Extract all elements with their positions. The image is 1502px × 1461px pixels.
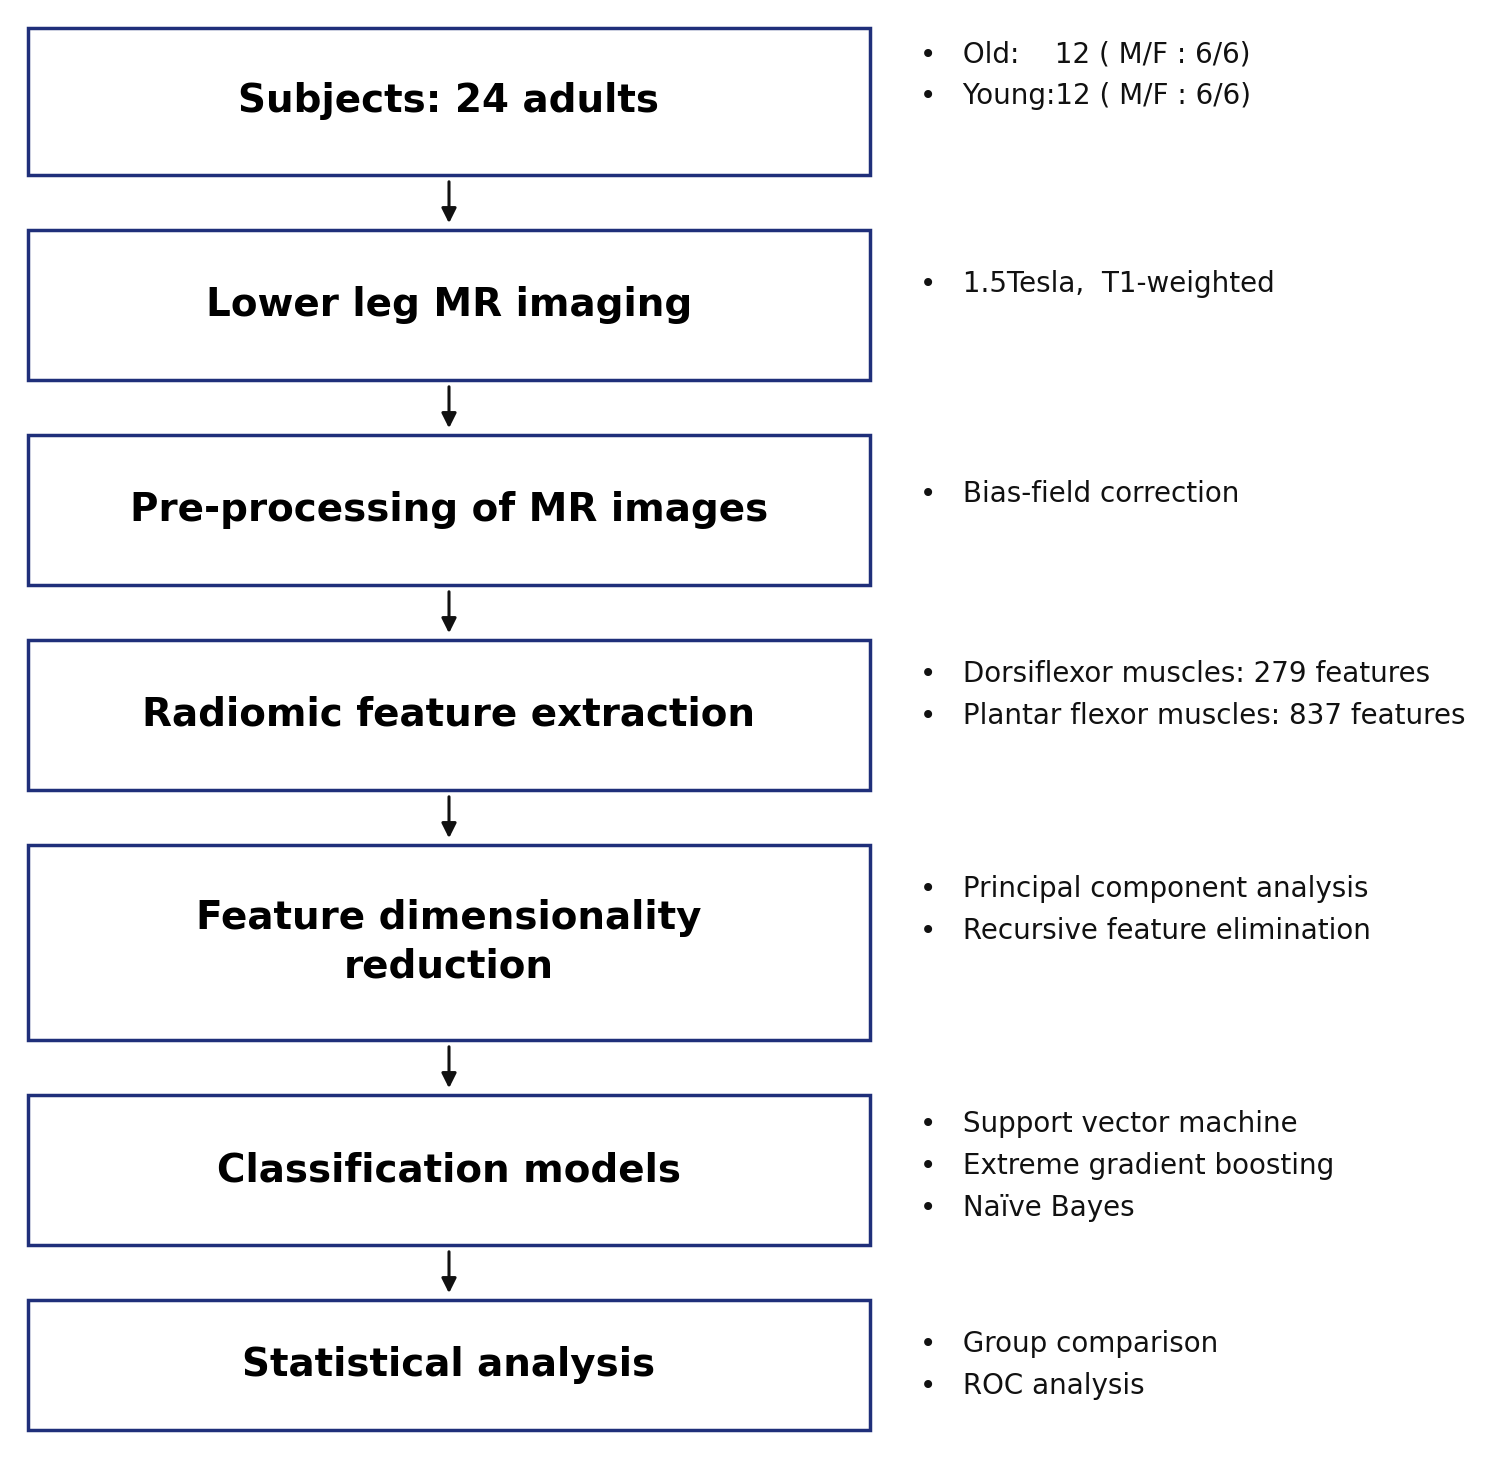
Text: •   Principal component analysis: • Principal component analysis xyxy=(921,875,1368,903)
Bar xyxy=(29,844,870,1040)
Bar xyxy=(29,1300,870,1430)
Text: •   1.5Tesla,  T1-weighted: • 1.5Tesla, T1-weighted xyxy=(921,270,1275,298)
Text: •   Group comparison: • Group comparison xyxy=(921,1330,1218,1359)
Text: •   Old:    12 ( M/F : 6/6): • Old: 12 ( M/F : 6/6) xyxy=(921,39,1251,69)
Text: Radiomic feature extraction: Radiomic feature extraction xyxy=(143,695,756,733)
Text: •   ROC analysis: • ROC analysis xyxy=(921,1372,1145,1400)
Text: Pre-processing of MR images: Pre-processing of MR images xyxy=(129,491,768,529)
Text: Statistical analysis: Statistical analysis xyxy=(242,1346,655,1384)
Text: Classification models: Classification models xyxy=(216,1151,680,1189)
Text: Feature dimensionality
reduction: Feature dimensionality reduction xyxy=(197,900,701,986)
Text: •   Young:12 ( M/F : 6/6): • Young:12 ( M/F : 6/6) xyxy=(921,82,1251,110)
Text: •   Support vector machine: • Support vector machine xyxy=(921,1110,1298,1138)
Text: •   Naïve Bayes: • Naïve Bayes xyxy=(921,1194,1134,1221)
Text: •   Recursive feature elimination: • Recursive feature elimination xyxy=(921,918,1371,945)
Bar xyxy=(29,1094,870,1245)
Bar xyxy=(29,435,870,584)
Text: •   Bias-field correction: • Bias-field correction xyxy=(921,481,1239,508)
Bar xyxy=(29,229,870,380)
Text: •   Dorsiflexor muscles: 279 features: • Dorsiflexor muscles: 279 features xyxy=(921,660,1430,688)
Bar xyxy=(29,640,870,790)
Bar xyxy=(29,28,870,175)
Text: •   Extreme gradient boosting: • Extreme gradient boosting xyxy=(921,1153,1334,1180)
Text: Lower leg MR imaging: Lower leg MR imaging xyxy=(206,286,692,324)
Text: Subjects: 24 adults: Subjects: 24 adults xyxy=(239,82,659,120)
Text: •   Plantar flexor muscles: 837 features: • Plantar flexor muscles: 837 features xyxy=(921,701,1466,730)
